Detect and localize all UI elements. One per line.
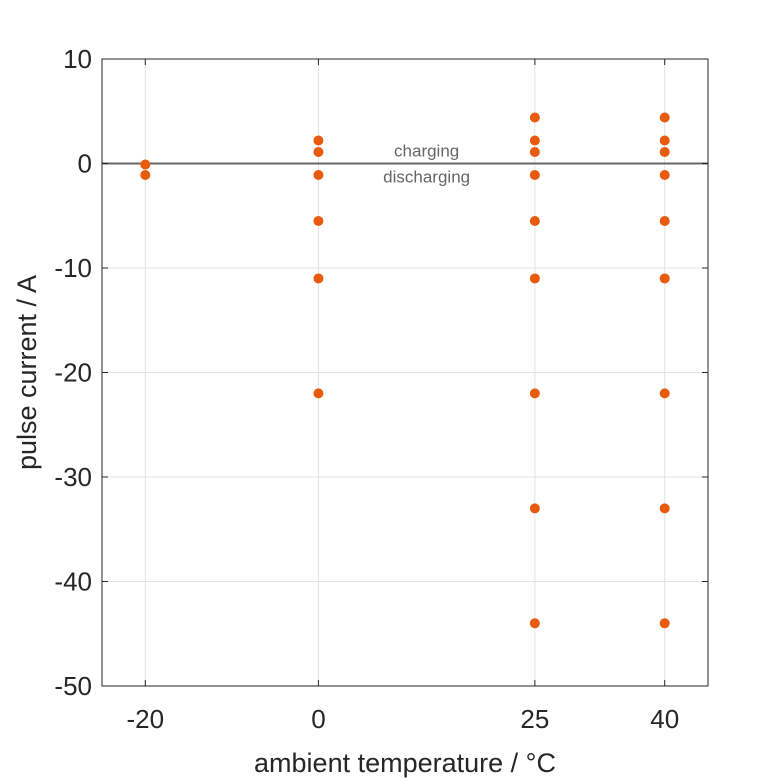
data-point [140, 169, 151, 180]
data-point [313, 135, 324, 146]
annotations: charging discharging [383, 141, 470, 186]
x-tick-label: 25 [520, 704, 549, 734]
x-tick-label: 0 [311, 704, 325, 734]
data-point [659, 147, 670, 158]
y-tick-label: -10 [54, 253, 92, 283]
data-point [313, 215, 324, 226]
data-points [140, 112, 670, 629]
x-tick-label: -20 [126, 704, 164, 734]
data-point [529, 215, 540, 226]
data-point [659, 215, 670, 226]
data-point [529, 135, 540, 146]
data-point [659, 618, 670, 629]
data-point [659, 112, 670, 123]
data-point [313, 169, 324, 180]
data-point [659, 135, 670, 146]
annotation-label: charging [394, 141, 459, 160]
y-tick-label: -40 [54, 567, 92, 597]
y-axis-title: pulse current / A [12, 275, 42, 470]
data-point [313, 388, 324, 399]
data-point [659, 273, 670, 284]
data-point [529, 169, 540, 180]
data-point [529, 503, 540, 514]
data-point [659, 388, 670, 399]
data-point [529, 273, 540, 284]
data-point [659, 503, 670, 514]
y-tick-label: -20 [54, 358, 92, 388]
data-point [313, 273, 324, 284]
y-tick-label: 0 [78, 149, 92, 179]
data-point [140, 159, 151, 170]
data-point [529, 112, 540, 123]
axis-ticks: -20 0 25 40 10 0 -10 -20 -30 -40 -50 [54, 44, 708, 734]
data-point [529, 618, 540, 629]
x-axis-title: ambient temperature / °C [254, 748, 556, 778]
y-tick-label: -50 [54, 671, 92, 701]
x-tick-label: 40 [650, 704, 679, 734]
annotation-label: discharging [383, 168, 470, 187]
data-point [529, 388, 540, 399]
y-tick-label: 10 [63, 44, 92, 74]
data-point [659, 169, 670, 180]
y-tick-label: -30 [54, 462, 92, 492]
data-point [529, 147, 540, 158]
data-point [313, 147, 324, 158]
